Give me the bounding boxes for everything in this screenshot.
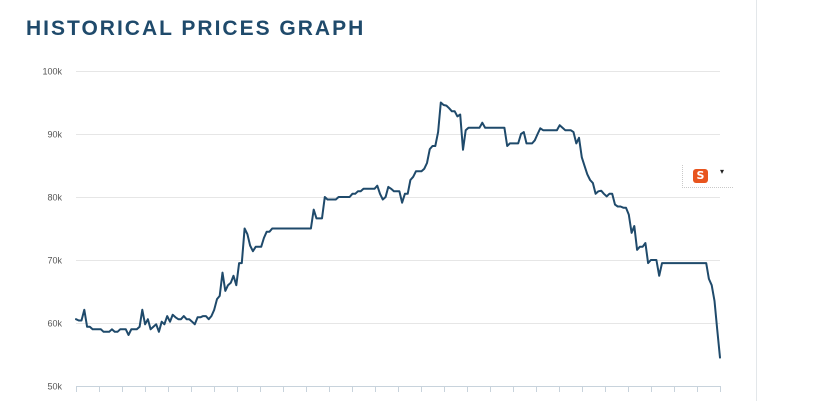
floating-widget[interactable]: S ▾ — [682, 165, 733, 188]
page-title: HISTORICAL PRICES GRAPH — [26, 17, 366, 40]
price-series-line — [75, 101, 721, 359]
y-tick-label: 50k — [47, 382, 62, 392]
s-logo-icon[interactable]: S — [693, 169, 708, 183]
y-tick-label: 70k — [47, 256, 62, 266]
chevron-down-icon[interactable]: ▾ — [720, 167, 725, 176]
y-tick-label: 90k — [47, 130, 62, 140]
y-tick-label: 100k — [42, 67, 62, 77]
y-tick-label: 60k — [47, 319, 62, 329]
content-right-border — [756, 0, 757, 401]
y-tick-label: 80k — [47, 193, 62, 203]
